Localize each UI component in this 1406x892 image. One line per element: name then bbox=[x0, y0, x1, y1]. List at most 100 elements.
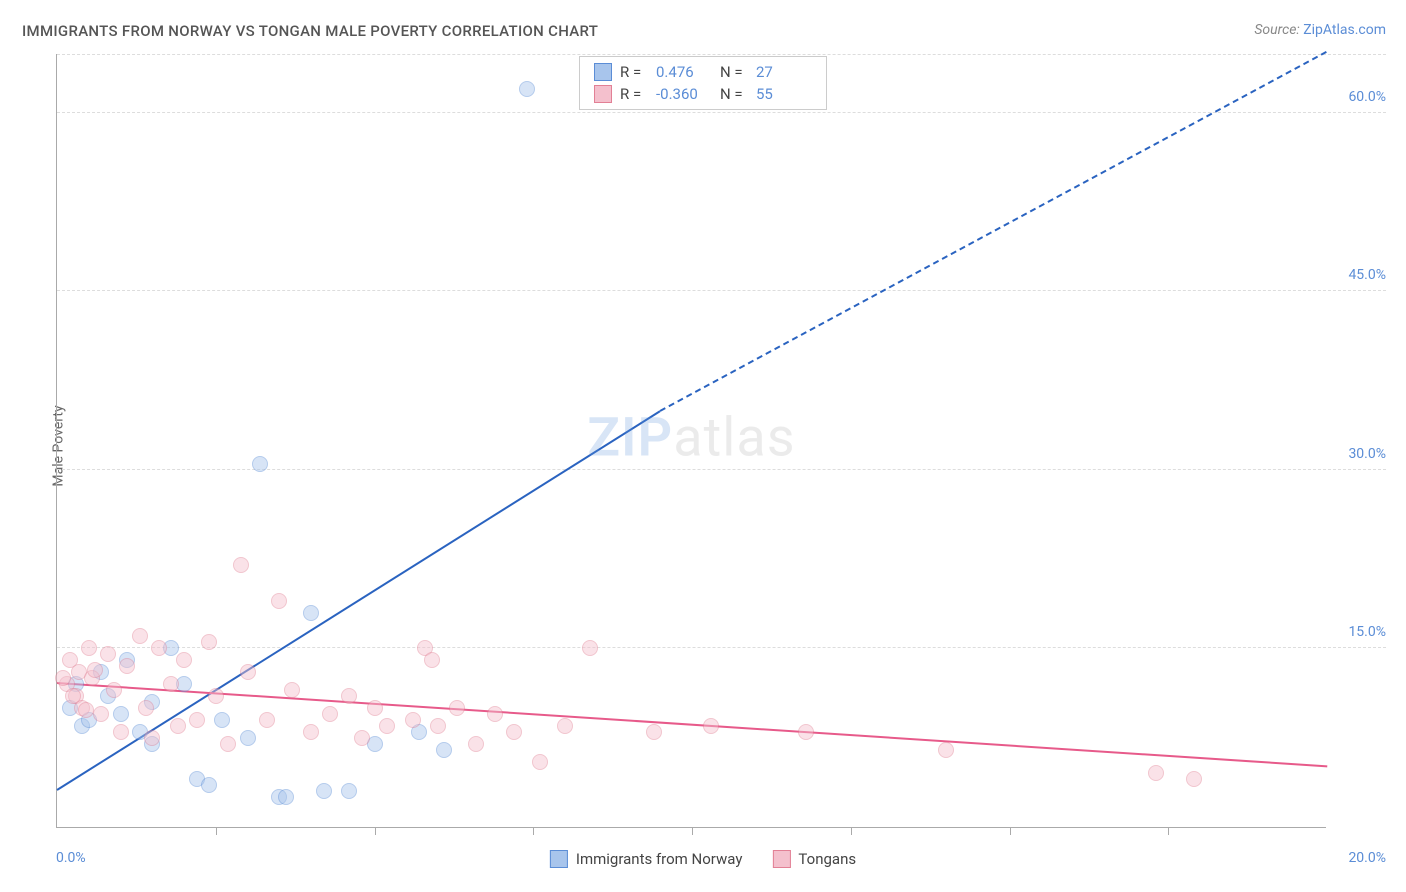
grid-line bbox=[57, 290, 1386, 291]
legend-item: Immigrants from Norway bbox=[550, 850, 743, 868]
legend-swatch bbox=[550, 850, 568, 868]
legend-swatch bbox=[772, 850, 790, 868]
legend-r-label: R = bbox=[620, 85, 648, 103]
data-point bbox=[798, 724, 814, 740]
legend-swatch bbox=[594, 85, 612, 103]
data-point bbox=[303, 724, 319, 740]
x-tick bbox=[533, 827, 534, 835]
x-tick bbox=[851, 827, 852, 835]
data-point bbox=[703, 718, 719, 734]
y-tick-label: 45.0% bbox=[1348, 267, 1386, 283]
legend-n-value: 55 bbox=[756, 85, 812, 103]
source-value: ZipAtlas.com bbox=[1303, 22, 1386, 38]
data-point bbox=[341, 688, 357, 704]
watermark-zip: ZIP bbox=[587, 406, 673, 469]
legend-n-value: 27 bbox=[756, 63, 812, 81]
data-point bbox=[189, 712, 205, 728]
data-point bbox=[316, 783, 332, 799]
data-point bbox=[201, 634, 217, 650]
x-tick-label-min: 0.0% bbox=[56, 850, 86, 866]
data-point bbox=[271, 593, 287, 609]
legend-label: Tongans bbox=[798, 850, 856, 868]
data-point bbox=[646, 724, 662, 740]
data-point bbox=[240, 730, 256, 746]
data-point bbox=[259, 712, 275, 728]
data-point bbox=[252, 456, 268, 472]
data-point bbox=[938, 742, 954, 758]
data-point bbox=[487, 706, 503, 722]
data-point bbox=[436, 742, 452, 758]
legend-r-label: R = bbox=[620, 63, 648, 81]
data-point bbox=[81, 640, 97, 656]
data-point bbox=[449, 700, 465, 716]
source-label: Source: bbox=[1254, 22, 1303, 38]
data-point bbox=[144, 730, 160, 746]
y-tick-label: 60.0% bbox=[1348, 89, 1386, 105]
data-point bbox=[284, 682, 300, 698]
grid-line bbox=[57, 54, 1386, 55]
chart-area: ZIPatlas 15.0%30.0%45.0%60.0% bbox=[56, 54, 1326, 828]
data-point bbox=[119, 658, 135, 674]
legend-top: R =0.476N =27R =-0.360N =55 bbox=[579, 56, 827, 110]
grid-line bbox=[57, 112, 1386, 113]
grid-line bbox=[57, 647, 1386, 648]
x-tick bbox=[375, 827, 376, 835]
trend-line bbox=[57, 682, 1327, 767]
legend-n-label: N = bbox=[720, 85, 748, 103]
data-point bbox=[354, 730, 370, 746]
data-point bbox=[208, 688, 224, 704]
data-point bbox=[1148, 765, 1164, 781]
data-point bbox=[78, 702, 94, 718]
data-point bbox=[519, 81, 535, 97]
data-point bbox=[233, 557, 249, 573]
data-point bbox=[106, 682, 122, 698]
y-tick-label: 30.0% bbox=[1348, 446, 1386, 462]
data-point bbox=[163, 676, 179, 692]
legend-bottom: Immigrants from Norway Tongans bbox=[550, 850, 856, 868]
data-point bbox=[582, 640, 598, 656]
data-point bbox=[176, 652, 192, 668]
data-point bbox=[214, 712, 230, 728]
data-point bbox=[201, 777, 217, 793]
data-point bbox=[93, 706, 109, 722]
data-point bbox=[1186, 771, 1202, 787]
data-point bbox=[430, 718, 446, 734]
chart-title: IMMIGRANTS FROM NORWAY VS TONGAN MALE PO… bbox=[22, 22, 598, 40]
y-tick-label: 15.0% bbox=[1348, 624, 1386, 640]
x-tick bbox=[216, 827, 217, 835]
data-point bbox=[278, 789, 294, 805]
legend-item: Tongans bbox=[772, 850, 856, 868]
data-point bbox=[100, 646, 116, 662]
data-point bbox=[138, 700, 154, 716]
data-point bbox=[55, 670, 71, 686]
data-point bbox=[341, 783, 357, 799]
data-point bbox=[220, 736, 236, 752]
data-point bbox=[240, 664, 256, 680]
legend-label: Immigrants from Norway bbox=[576, 850, 743, 868]
data-point bbox=[557, 718, 573, 734]
x-tick-label-max: 20.0% bbox=[1348, 850, 1386, 866]
data-point bbox=[87, 662, 103, 678]
x-tick bbox=[1168, 827, 1169, 835]
data-point bbox=[468, 736, 484, 752]
watermark-atlas: atlas bbox=[673, 406, 795, 469]
data-point bbox=[170, 718, 186, 734]
data-point bbox=[132, 628, 148, 644]
data-point bbox=[303, 605, 319, 621]
data-point bbox=[113, 706, 129, 722]
data-point bbox=[379, 718, 395, 734]
data-point bbox=[424, 652, 440, 668]
data-point bbox=[65, 688, 81, 704]
legend-row: R =0.476N =27 bbox=[594, 61, 812, 83]
x-tick bbox=[692, 827, 693, 835]
legend-row: R = -0.360 N = 55 bbox=[594, 83, 812, 105]
data-point bbox=[405, 712, 421, 728]
legend-n-label: N = bbox=[720, 63, 748, 81]
source-attribution: Source: ZipAtlas.com bbox=[1254, 22, 1386, 38]
x-tick bbox=[1010, 827, 1011, 835]
data-point bbox=[532, 754, 548, 770]
data-point bbox=[506, 724, 522, 740]
data-point bbox=[367, 700, 383, 716]
legend-r-value: -0.360 bbox=[656, 85, 712, 103]
data-point bbox=[322, 706, 338, 722]
